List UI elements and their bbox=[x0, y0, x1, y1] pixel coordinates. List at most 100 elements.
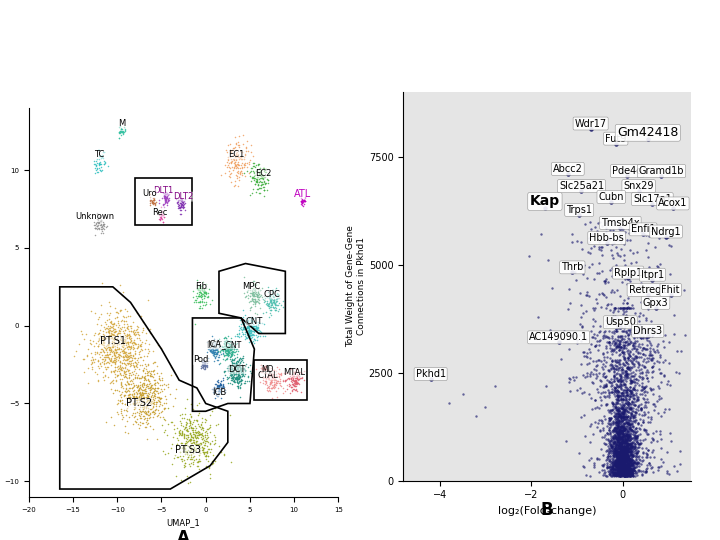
Point bbox=[186, 439, 198, 448]
Point bbox=[627, 462, 639, 470]
Point bbox=[123, 342, 135, 350]
Point bbox=[176, 457, 187, 465]
Point bbox=[245, 191, 256, 199]
Point bbox=[116, 398, 127, 407]
Point bbox=[616, 303, 627, 312]
Point bbox=[613, 467, 625, 476]
Point bbox=[629, 467, 641, 476]
Point bbox=[160, 199, 171, 207]
Point bbox=[608, 436, 619, 444]
Point bbox=[626, 408, 637, 417]
Point bbox=[227, 344, 238, 353]
Point bbox=[611, 340, 623, 348]
Point bbox=[222, 158, 233, 166]
Point bbox=[605, 446, 616, 454]
Point bbox=[635, 405, 647, 414]
Point bbox=[231, 151, 243, 159]
Point bbox=[88, 331, 99, 340]
Point bbox=[213, 382, 225, 390]
Point bbox=[610, 418, 621, 427]
Point bbox=[136, 418, 148, 427]
Point bbox=[629, 227, 640, 236]
Point bbox=[621, 461, 632, 469]
Point bbox=[603, 366, 614, 374]
Point bbox=[120, 369, 131, 378]
Point bbox=[122, 337, 133, 346]
Point bbox=[153, 409, 165, 418]
Point bbox=[239, 318, 251, 326]
Point bbox=[178, 456, 189, 465]
Point bbox=[600, 274, 612, 283]
Point bbox=[611, 406, 622, 415]
Point bbox=[615, 410, 626, 418]
Point bbox=[265, 301, 276, 309]
Point bbox=[619, 432, 631, 441]
Point bbox=[618, 467, 630, 476]
Point bbox=[230, 368, 242, 377]
Point bbox=[611, 448, 622, 456]
Point bbox=[624, 420, 636, 429]
Point bbox=[654, 384, 665, 393]
Point bbox=[622, 465, 634, 474]
Point bbox=[606, 471, 617, 480]
Point bbox=[226, 356, 238, 365]
Point bbox=[227, 349, 238, 358]
Point bbox=[109, 363, 121, 372]
Point bbox=[222, 349, 234, 357]
Point bbox=[156, 207, 168, 215]
Point bbox=[626, 440, 637, 448]
Point bbox=[621, 409, 632, 418]
Point bbox=[610, 468, 621, 476]
Point bbox=[626, 219, 638, 227]
Point bbox=[608, 371, 620, 380]
Point bbox=[610, 427, 621, 435]
Point bbox=[617, 471, 629, 480]
Point bbox=[166, 417, 178, 426]
Point bbox=[626, 372, 637, 380]
Point bbox=[211, 336, 222, 345]
Point bbox=[617, 465, 629, 474]
Point bbox=[225, 350, 236, 359]
Point bbox=[624, 383, 636, 391]
Point bbox=[123, 353, 135, 362]
Point bbox=[639, 363, 651, 372]
Point bbox=[613, 440, 624, 449]
Point bbox=[613, 337, 624, 346]
Point bbox=[613, 410, 624, 419]
Point bbox=[614, 457, 626, 465]
Point bbox=[627, 451, 639, 460]
Point bbox=[621, 444, 633, 453]
Point bbox=[651, 262, 662, 271]
Point bbox=[147, 403, 158, 412]
Point bbox=[175, 201, 186, 210]
Point bbox=[138, 386, 149, 394]
Point bbox=[625, 351, 636, 360]
Point bbox=[136, 380, 148, 389]
Point bbox=[184, 436, 196, 445]
Point bbox=[172, 197, 184, 205]
Point bbox=[613, 450, 624, 458]
Point bbox=[225, 368, 236, 376]
Point bbox=[626, 319, 637, 328]
Point bbox=[243, 329, 254, 338]
Point bbox=[174, 410, 186, 419]
Point bbox=[271, 369, 283, 377]
Point bbox=[615, 323, 626, 332]
Point bbox=[621, 399, 632, 407]
Point bbox=[119, 347, 130, 356]
Point bbox=[631, 444, 643, 453]
Point bbox=[204, 438, 216, 447]
Point bbox=[97, 339, 109, 347]
Point bbox=[616, 435, 627, 444]
Point bbox=[612, 233, 624, 242]
Point bbox=[242, 327, 253, 336]
Point bbox=[623, 463, 634, 472]
Point bbox=[117, 384, 129, 393]
Point bbox=[122, 360, 133, 368]
Point bbox=[264, 291, 276, 299]
Point bbox=[224, 349, 235, 357]
Point bbox=[289, 377, 301, 386]
Point bbox=[626, 442, 638, 450]
Point bbox=[140, 393, 152, 401]
Point bbox=[613, 403, 624, 411]
